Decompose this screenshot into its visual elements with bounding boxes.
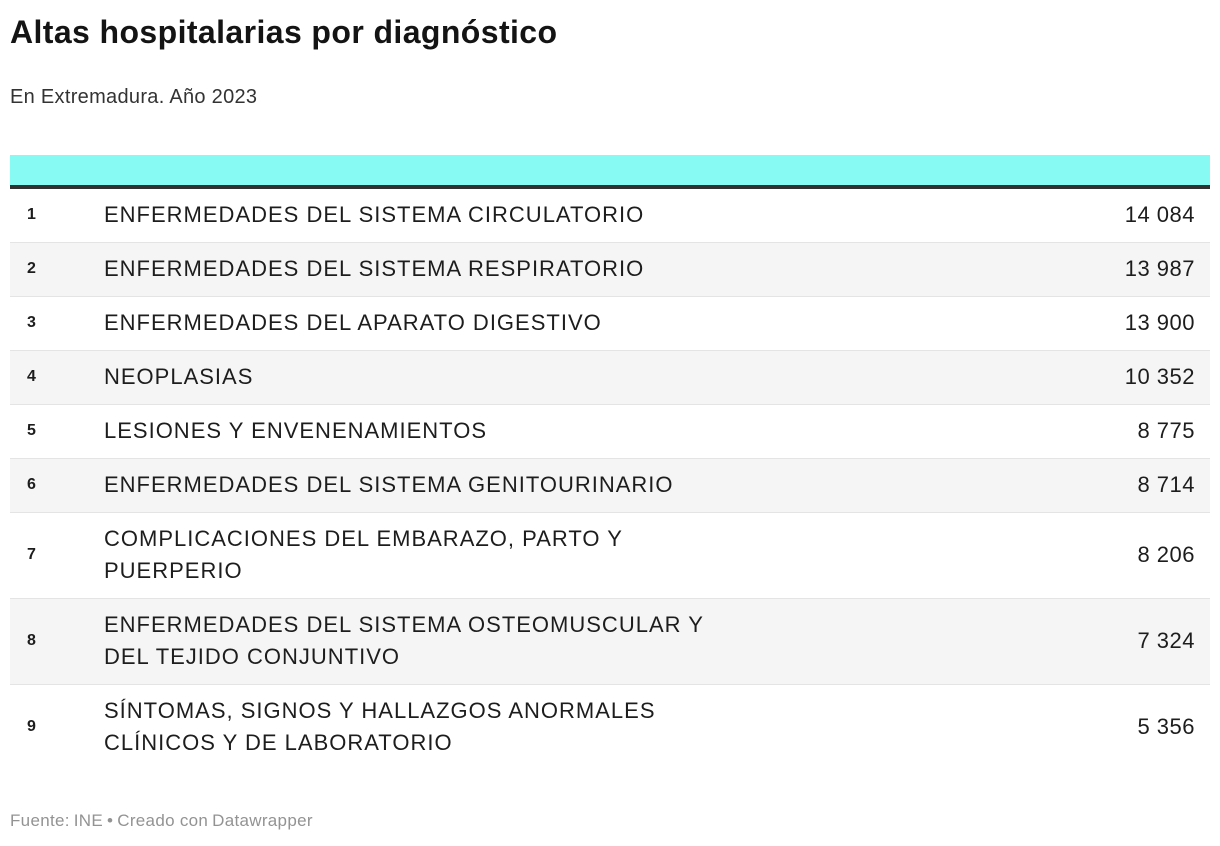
source-label: Fuente: (10, 811, 70, 830)
row-diagnosis: ENFERMEDADES DEL SISTEMA CIRCULATORIO (104, 202, 645, 227)
table-row: 4 NEOPLASIAS 10 352 (10, 351, 1210, 405)
row-value: 8 714 (1137, 472, 1195, 497)
row-value: 8 775 (1137, 418, 1195, 443)
row-value: 8 206 (1137, 542, 1195, 567)
row-value: 13 900 (1124, 310, 1195, 335)
chart-title: Altas hospitalarias por diagnóstico (10, 14, 558, 50)
table-row: 6 ENFERMEDADES DEL SISTEMA GENITOURINARIO… (10, 459, 1210, 513)
table-row: 9 SÍNTOMAS, SIGNOS Y HALLAZGOS ANORMALES … (10, 685, 1210, 770)
row-diagnosis: NEOPLASIAS (104, 364, 254, 389)
row-diagnosis: SÍNTOMAS, SIGNOS Y HALLAZGOS ANORMALES C… (104, 698, 656, 755)
table-header-bar (10, 155, 1210, 189)
table-row: 7 COMPLICACIONES DEL EMBARAZO, PARTO Y PU… (10, 513, 1210, 599)
row-value: 5 356 (1137, 714, 1195, 739)
row-diagnosis: ENFERMEDADES DEL SISTEMA RESPIRATORIO (104, 256, 645, 281)
footer-separator: • (107, 811, 114, 830)
row-diagnosis: ENFERMEDADES DEL APARATO DIGESTIVO (104, 310, 602, 335)
row-rank: 2 (27, 260, 36, 277)
table-row: 1 ENFERMEDADES DEL SISTEMA CIRCULATORIO 14… (10, 189, 1210, 243)
row-rank: 5 (27, 422, 36, 439)
chart-subtitle: En Extremadura. Año 2023 (10, 86, 258, 108)
row-rank: 4 (27, 368, 36, 385)
table-row: 8 ENFERMEDADES DEL SISTEMA OSTEOMUSCULAR … (10, 599, 1210, 685)
source-name: INE (73, 811, 103, 830)
datawrapper-link[interactable]: Datawrapper (212, 811, 313, 830)
row-rank: 3 (27, 314, 36, 331)
row-diagnosis: COMPLICACIONES DEL EMBARAZO, PARTO Y PUE… (104, 526, 623, 583)
table-row: 3 ENFERMEDADES DEL APARATO DIGESTIVO 13 90… (10, 297, 1210, 351)
row-value: 7 324 (1137, 628, 1195, 653)
table-row: 2 ENFERMEDADES DEL SISTEMA RESPIRATORIO 13… (10, 243, 1210, 297)
row-diagnosis: ENFERMEDADES DEL SISTEMA OSTEOMUSCULAR Y… (104, 612, 704, 669)
chart-footer: Fuente: INE • Creado con Datawrapper (10, 811, 1210, 831)
row-value: 14 084 (1124, 202, 1195, 227)
row-rank: 6 (27, 476, 36, 493)
row-rank: 8 (27, 632, 36, 649)
diagnosis-table: 1 ENFERMEDADES DEL SISTEMA CIRCULATORIO 14… (10, 155, 1210, 770)
row-rank: 7 (27, 546, 36, 563)
row-value: 13 987 (1124, 256, 1195, 281)
row-diagnosis: ENFERMEDADES DEL SISTEMA GENITOURINARIO (104, 472, 674, 497)
row-rank: 1 (27, 206, 36, 223)
credit-text: Creado con (117, 811, 209, 830)
row-diagnosis: LESIONES Y ENVENENAMIENTOS (104, 418, 488, 443)
row-value: 10 352 (1124, 364, 1195, 389)
table-body: 1 ENFERMEDADES DEL SISTEMA CIRCULATORIO 14… (10, 189, 1210, 770)
table-row: 5 LESIONES Y ENVENENAMIENTOS 8 775 (10, 405, 1210, 459)
row-rank: 9 (27, 718, 36, 735)
